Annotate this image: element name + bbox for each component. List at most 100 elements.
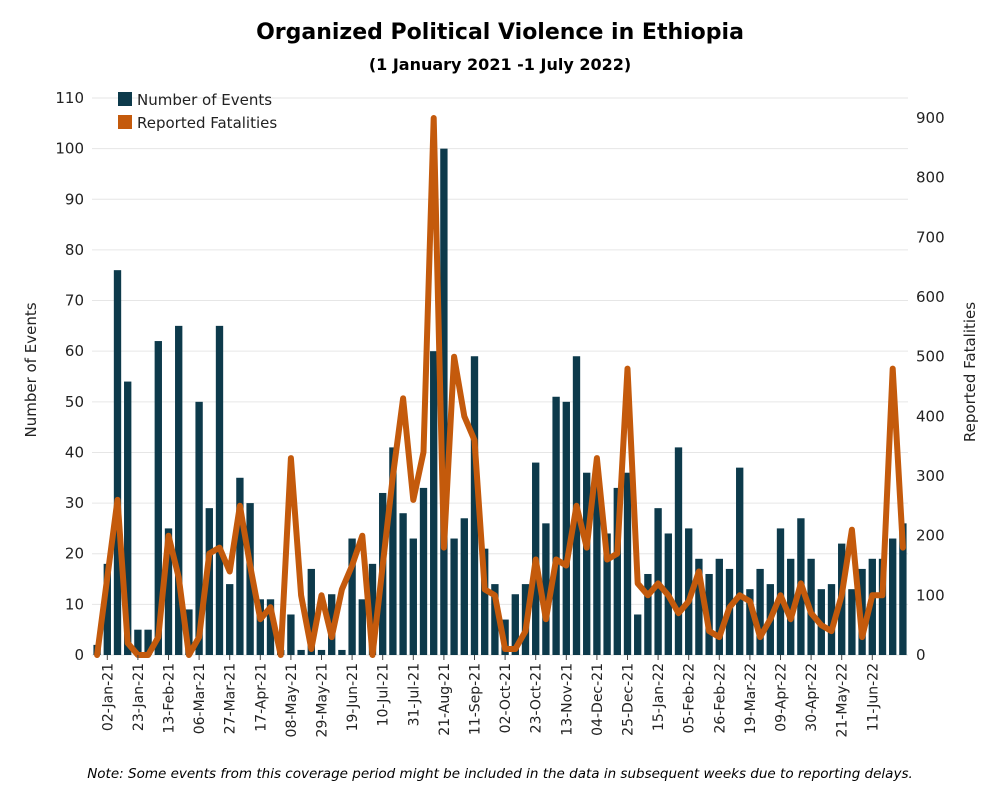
event-bar bbox=[368, 563, 377, 655]
event-bar bbox=[450, 538, 458, 655]
x-tick-label: 05-Feb-22 bbox=[682, 663, 698, 734]
footnote: Note: Some events from this coverage per… bbox=[87, 766, 913, 782]
event-bar bbox=[685, 528, 693, 655]
x-tick-label: 15-Jan-22 bbox=[651, 663, 667, 731]
event-bar bbox=[236, 477, 244, 655]
legend: Number of Events Reported Fatalities bbox=[118, 91, 277, 132]
right-axis-ticks: 0 100 200 300 400 500 600 700 800 900 bbox=[916, 109, 945, 664]
y2-tick-label: 800 bbox=[916, 169, 945, 187]
event-bar bbox=[613, 487, 621, 655]
event-bar bbox=[440, 148, 448, 656]
y2-tick-label: 500 bbox=[916, 348, 945, 366]
y-tick-label: 20 bbox=[65, 545, 84, 563]
x-tick-label: 02-Jan-21 bbox=[100, 663, 116, 731]
legend-swatch-events bbox=[118, 92, 132, 106]
event-bar bbox=[399, 513, 407, 655]
event-bar bbox=[827, 584, 836, 655]
x-tick-label: 13-Feb-21 bbox=[162, 663, 178, 734]
event-bar bbox=[215, 325, 224, 655]
event-bar bbox=[287, 614, 295, 655]
x-tick-label: 02-Oct-21 bbox=[498, 663, 514, 733]
x-tick-label: 27-Mar-21 bbox=[223, 663, 239, 734]
y2-tick-label: 400 bbox=[916, 407, 945, 425]
y-tick-label: 0 bbox=[74, 646, 84, 664]
event-bar bbox=[644, 573, 652, 655]
y-tick-label: 40 bbox=[65, 443, 84, 461]
fatalities-line bbox=[94, 115, 906, 658]
event-bar bbox=[889, 538, 897, 655]
y-axis-label-right: Reported Fatalities bbox=[961, 302, 979, 442]
gridlines bbox=[92, 97, 908, 656]
y2-tick-label: 100 bbox=[916, 586, 945, 604]
y-axis-label-left: Number of Events bbox=[22, 302, 40, 437]
event-bar bbox=[542, 523, 550, 655]
x-tick-label: 21-May-22 bbox=[835, 663, 851, 737]
legend-swatch-fatalities bbox=[118, 115, 132, 129]
x-tick-label: 23-Jan-21 bbox=[131, 663, 147, 731]
x-tick-label: 06-Mar-21 bbox=[192, 663, 208, 734]
x-tick-label: 08-May-21 bbox=[284, 663, 300, 737]
event-bar bbox=[358, 599, 366, 655]
event-bar bbox=[175, 325, 183, 655]
event-bar bbox=[470, 356, 479, 655]
event-bar bbox=[144, 629, 152, 655]
x-tick-label: 11-Jun-22 bbox=[865, 663, 881, 731]
event-bar bbox=[623, 472, 632, 655]
event-bar bbox=[113, 270, 122, 655]
event-bar bbox=[256, 599, 264, 655]
y-tick-label: 90 bbox=[65, 190, 84, 208]
event-bar bbox=[756, 568, 764, 655]
event-bar bbox=[430, 351, 438, 655]
event-bar bbox=[899, 523, 907, 655]
event-bar bbox=[226, 584, 234, 655]
event-bar bbox=[491, 584, 499, 655]
y-tick-label: 80 bbox=[65, 241, 84, 259]
y2-tick-label: 200 bbox=[916, 527, 945, 545]
event-bar bbox=[297, 649, 305, 655]
y-tick-label: 10 bbox=[65, 595, 84, 613]
event-bar bbox=[562, 401, 570, 655]
event-bar bbox=[338, 649, 346, 655]
event-bar bbox=[307, 568, 315, 655]
y-tick-label: 50 bbox=[65, 393, 84, 411]
x-tick-label: 30-Apr-22 bbox=[804, 663, 820, 732]
y-tick-label: 70 bbox=[65, 292, 84, 310]
x-tick-label: 26-Feb-22 bbox=[712, 663, 728, 734]
left-axis-ticks: 0 10 20 30 40 50 60 70 80 90 100 110 bbox=[55, 89, 84, 664]
event-bar bbox=[124, 381, 132, 655]
event-bar bbox=[603, 533, 611, 655]
y-tick-label: 110 bbox=[55, 89, 84, 107]
event-bar bbox=[552, 396, 560, 655]
x-tick-label: 11-Sep-21 bbox=[468, 663, 484, 735]
x-tick-label: 13-Nov-21 bbox=[559, 663, 575, 736]
event-bar bbox=[634, 614, 642, 655]
event-bar bbox=[593, 482, 601, 655]
event-bar bbox=[419, 487, 428, 655]
x-tick-label: 29-May-21 bbox=[315, 663, 331, 737]
x-tick-label: 25-Dec-21 bbox=[621, 663, 637, 736]
event-bar bbox=[746, 589, 754, 655]
event-bar bbox=[787, 558, 795, 655]
x-axis-ticks: 02-Jan-21 23-Jan-21 13-Feb-21 06-Mar-21 27-M… bbox=[100, 655, 881, 737]
y-tick-label: 100 bbox=[55, 140, 84, 158]
chart-title: Organized Political Violence in Ethiopia bbox=[256, 20, 744, 45]
y-tick-label: 30 bbox=[65, 494, 84, 512]
event-bar bbox=[134, 629, 142, 655]
event-bar bbox=[195, 401, 203, 655]
event-bar bbox=[348, 538, 356, 655]
x-tick-label: 17-Apr-21 bbox=[253, 663, 269, 732]
fatalities-polyline bbox=[94, 115, 906, 658]
x-tick-label: 21-Aug-21 bbox=[437, 663, 453, 736]
legend-label-fatalities: Reported Fatalities bbox=[137, 114, 277, 132]
y-tick-label: 60 bbox=[65, 342, 84, 360]
event-bar bbox=[317, 649, 326, 655]
event-bar bbox=[103, 563, 111, 655]
y2-tick-label: 700 bbox=[916, 228, 945, 246]
event-bar bbox=[409, 538, 417, 655]
x-tick-label: 09-Apr-22 bbox=[774, 663, 790, 732]
event-bar bbox=[736, 467, 744, 655]
event-bar bbox=[205, 508, 213, 655]
chart-subtitle: (1 January 2021 -1 July 2022) bbox=[368, 55, 632, 74]
x-tick-label: 31-Jul-21 bbox=[406, 663, 422, 726]
event-bar bbox=[695, 558, 703, 655]
